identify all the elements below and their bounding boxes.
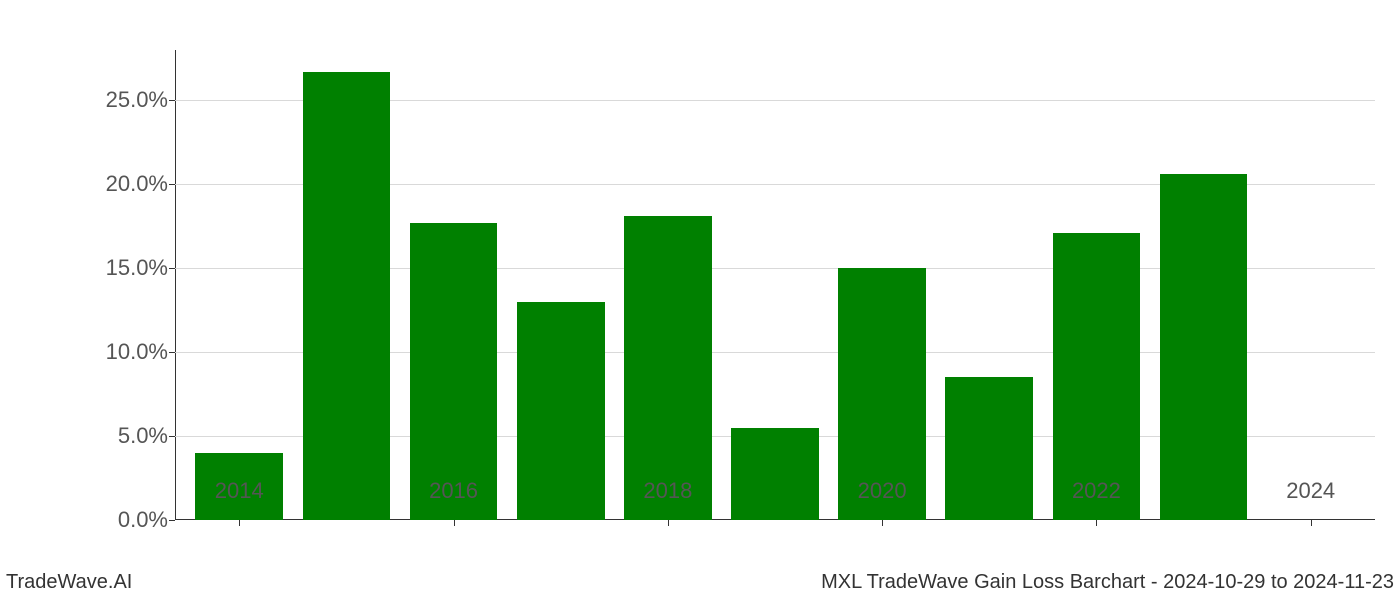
x-tick — [668, 520, 669, 526]
y-tick — [169, 100, 175, 101]
bar — [517, 302, 605, 520]
x-tick — [239, 520, 240, 526]
y-tick-label: 0.0% — [68, 507, 168, 533]
bar — [731, 428, 819, 520]
x-tick — [1311, 520, 1312, 526]
y-tick — [169, 184, 175, 185]
x-tick-label: 2024 — [1286, 478, 1335, 504]
y-tick — [169, 436, 175, 437]
bar — [1053, 233, 1141, 520]
x-tick — [454, 520, 455, 526]
footer-left-brand: TradeWave.AI — [6, 571, 132, 594]
y-tick-label: 25.0% — [68, 87, 168, 113]
bar — [410, 223, 498, 520]
x-tick-label: 2020 — [858, 478, 907, 504]
y-tick — [169, 352, 175, 353]
x-tick-label: 2022 — [1072, 478, 1121, 504]
bar — [1160, 174, 1248, 520]
x-tick-label: 2018 — [643, 478, 692, 504]
plot-area — [175, 50, 1375, 520]
y-tick-label: 15.0% — [68, 255, 168, 281]
y-tick — [169, 520, 175, 521]
bar — [945, 377, 1033, 520]
bar-chart — [175, 50, 1375, 520]
x-tick — [882, 520, 883, 526]
y-tick — [169, 268, 175, 269]
y-tick-label: 5.0% — [68, 423, 168, 449]
x-tick-label: 2016 — [429, 478, 478, 504]
x-tick-label: 2014 — [215, 478, 264, 504]
y-axis-line — [175, 50, 176, 520]
y-tick-label: 20.0% — [68, 171, 168, 197]
bar — [624, 216, 712, 520]
footer-right-caption: MXL TradeWave Gain Loss Barchart - 2024-… — [821, 571, 1394, 594]
bar — [303, 72, 391, 520]
y-tick-label: 10.0% — [68, 339, 168, 365]
x-tick — [1096, 520, 1097, 526]
